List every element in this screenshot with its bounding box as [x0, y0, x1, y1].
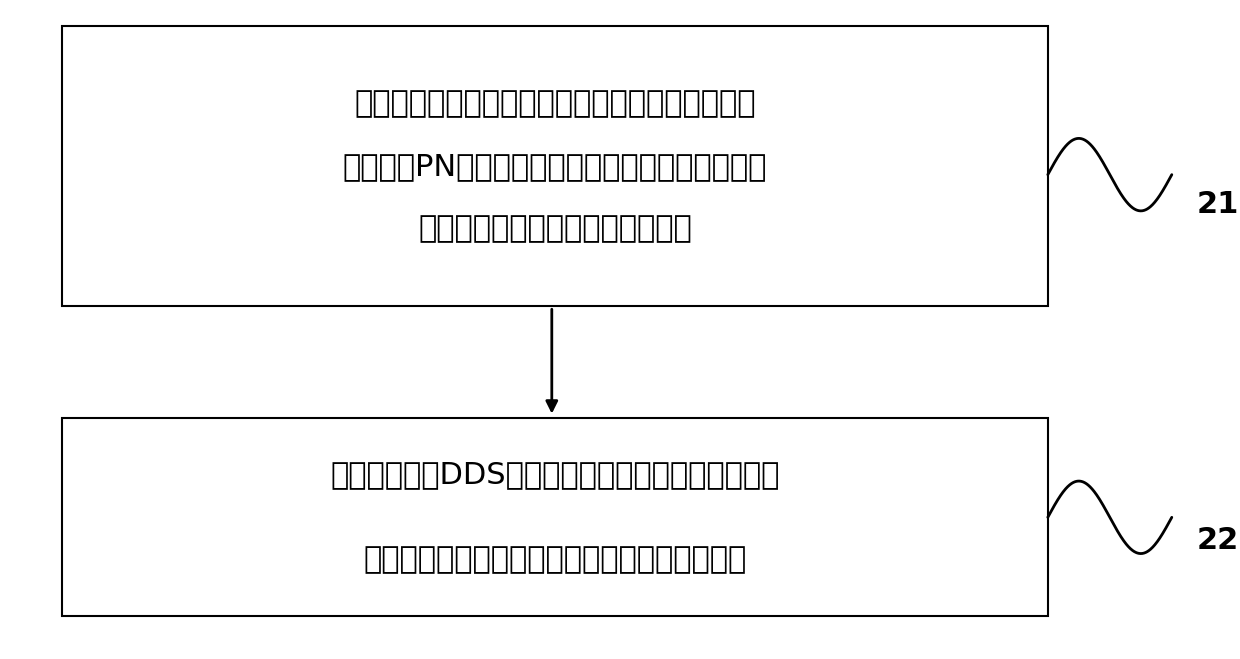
- FancyBboxPatch shape: [62, 418, 1048, 616]
- Text: 根据多路并行DDS技术从所述片外存储模块读取所述: 根据多路并行DDS技术从所述片外存储模块读取所述: [330, 460, 780, 489]
- FancyBboxPatch shape: [62, 26, 1048, 306]
- Text: 待发送的PN码序列处理，得到信号的基带波形，并: 待发送的PN码序列处理，得到信号的基带波形，并: [342, 152, 768, 181]
- Text: 21: 21: [1197, 190, 1239, 219]
- Text: 根据通过调制类型得到的正交调制模型表达式，对: 根据通过调制类型得到的正交调制模型表达式，对: [355, 89, 755, 119]
- Text: 将基带波形存储在片外存储模块中: 将基带波形存储在片外存储模块中: [418, 214, 692, 244]
- Text: 22: 22: [1197, 526, 1239, 555]
- Text: 基带波形并进行调制，得到调制信号并将其输出: 基带波形并进行调制，得到调制信号并将其输出: [363, 546, 746, 575]
